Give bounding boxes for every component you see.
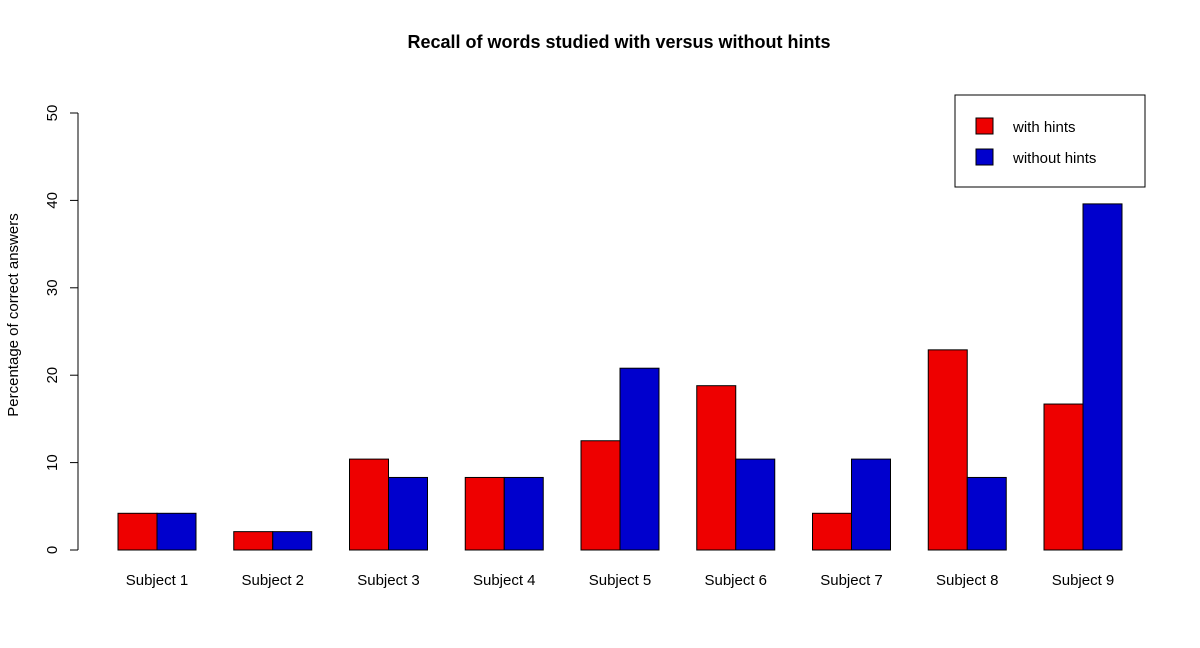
- bar-with-hints-subject-5: [580, 440, 621, 551]
- y-tick-label: 30: [44, 279, 61, 296]
- bar-without-hints-subject-8: [966, 476, 1007, 551]
- bar-without-hints-subject-5: [619, 367, 660, 551]
- x-tick-label: Subject 5: [589, 572, 652, 589]
- x-tick-label: Subject 4: [473, 572, 536, 589]
- bar-without-hints-subject-1: [156, 512, 197, 551]
- y-tick-label: 50: [44, 105, 61, 122]
- bar-without-hints-subject-9: [1082, 203, 1123, 551]
- x-axis-labels: Subject 1 Subject 2 Subject 3 Subject 4 Subj…: [126, 572, 1115, 589]
- bar-with-hints-subject-1: [117, 512, 158, 551]
- bar-with-hints-subject-9: [1043, 403, 1084, 551]
- legend-swatch-without-hints: [975, 148, 994, 166]
- x-tick-label: Subject 6: [704, 572, 767, 589]
- bar-without-hints-subject-7: [851, 458, 891, 551]
- x-tick-label: Subject 2: [241, 572, 304, 589]
- legend-label-without-hints: without hints: [1012, 150, 1096, 167]
- legend: with hints without hints: [954, 94, 1146, 188]
- y-axis: 0 10 20 30 40 50: [44, 105, 79, 554]
- chart-title: Recall of words studied with versus with…: [407, 32, 830, 52]
- x-tick-label: Subject 1: [126, 572, 189, 589]
- bar-without-hints-subject-4: [503, 476, 544, 551]
- bar-with-hints-subject-4: [464, 476, 505, 551]
- x-tick-label: Subject 3: [357, 572, 420, 589]
- bar-with-hints-subject-7: [812, 512, 852, 551]
- bar-without-hints-subject-6: [735, 458, 776, 551]
- bar-without-hints-subject-2: [272, 531, 313, 551]
- bar-with-hints-subject-6: [696, 385, 737, 551]
- y-tick-label: 10: [44, 454, 61, 471]
- y-tick-label: 0: [44, 546, 61, 554]
- legend-label-with-hints: with hints: [1012, 119, 1076, 136]
- x-tick-label: Subject 8: [936, 572, 999, 589]
- y-tick-label: 20: [44, 367, 61, 384]
- bar-with-hints-subject-8: [927, 349, 968, 551]
- x-tick-label: Subject 7: [820, 572, 883, 589]
- legend-box: [954, 94, 1146, 188]
- y-axis-label: Percentage of correct answers: [5, 213, 22, 416]
- bar-with-hints-subject-3: [349, 458, 389, 551]
- bars-group: [117, 203, 1123, 551]
- legend-swatch-with-hints: [975, 117, 994, 135]
- bar-with-hints-subject-2: [233, 531, 274, 551]
- x-tick-label: Subject 9: [1052, 572, 1115, 589]
- y-tick-label: 40: [44, 192, 61, 209]
- bar-without-hints-subject-3: [388, 476, 428, 551]
